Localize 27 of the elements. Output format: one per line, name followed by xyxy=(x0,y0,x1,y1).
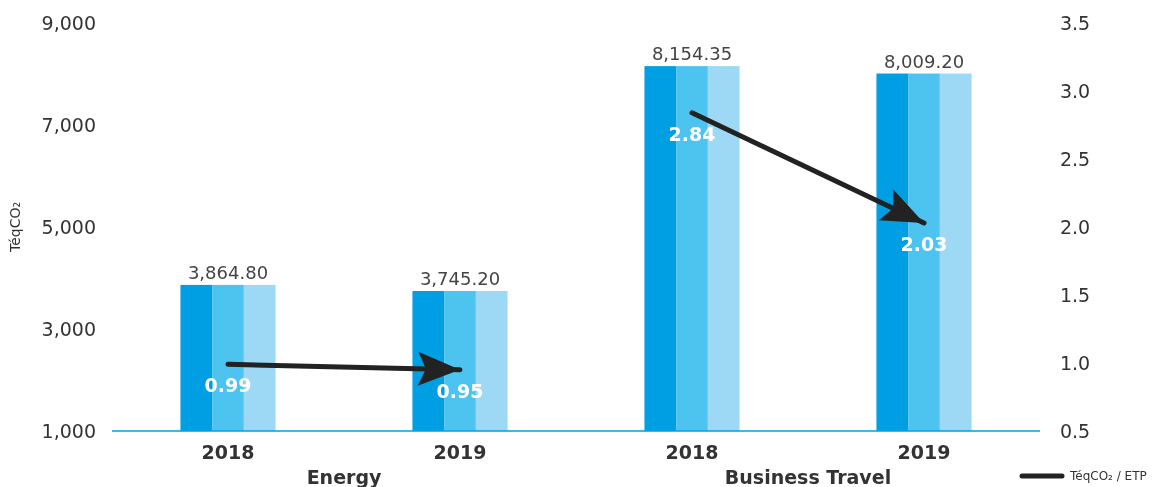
y2-tick-label: 2.0 xyxy=(1059,216,1091,238)
x-tick-label: 2019 xyxy=(433,441,487,463)
text: Business Travel xyxy=(724,466,892,487)
x-tick-label: 2019 xyxy=(897,441,951,463)
y2-tick-label: 0.5 xyxy=(1059,420,1091,442)
y-axis-title: TéqCO₂ xyxy=(7,201,23,254)
y-tick-label: 5,000 xyxy=(41,216,96,238)
data-label: 8,154.35 xyxy=(651,43,733,65)
data-label: 8,009.20 xyxy=(883,50,965,72)
x-tick-label: 2018 xyxy=(665,441,719,463)
data-label: 0.95 xyxy=(436,379,484,402)
data-label: 3,745.20 xyxy=(419,267,501,289)
y-tick-label: 7,000 xyxy=(41,114,96,136)
data-label: 0.99 xyxy=(204,374,252,397)
y-tick-label: 3,000 xyxy=(41,318,96,340)
y2-tick-label: 2.5 xyxy=(1059,148,1091,170)
legend-label: TéqCO₂ / ETP xyxy=(1069,469,1147,483)
y-tick-label: 1,000 xyxy=(41,420,96,442)
y2-tick-label: 1.5 xyxy=(1059,284,1091,306)
y2-tick-label: 3.0 xyxy=(1059,80,1091,102)
y2-tick-label: 1.0 xyxy=(1059,352,1091,374)
y2-tick-label: 3.5 xyxy=(1059,12,1091,34)
data-label: 2.84 xyxy=(668,122,716,145)
data-label: 3,864.80 xyxy=(187,261,269,283)
y-tick-label: 9,000 xyxy=(41,12,96,34)
x-tick-label: 2018 xyxy=(201,441,255,463)
data-label: 2.03 xyxy=(900,232,948,255)
